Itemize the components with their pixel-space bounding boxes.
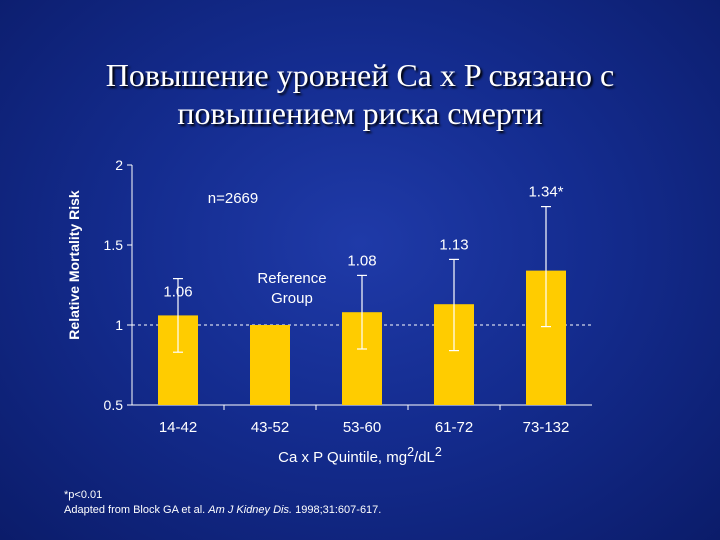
x-tick-label: 61-72 [435,419,473,436]
bar [250,325,290,405]
reference-group-label: Reference [257,270,326,287]
sample-size-label: n=2669 [208,190,258,207]
slide-title: Повышение уровней Ca x P связано с повыш… [40,56,680,132]
y-tick-label: 2 [115,157,123,173]
slide-title-line-1: Повышение уровней Ca x P связано с [105,57,615,93]
citation: Adapted from Block GA et al. Am J Kidney… [64,503,381,518]
x-tick-label: 73-132 [523,419,570,436]
y-tick-label: 1 [115,317,123,333]
data-label: 1.08 [347,252,376,269]
x-tick-label: 43-52 [251,419,289,436]
data-label: 1.34* [528,184,563,201]
significance-note: *p<0.01 [64,489,103,501]
x-axis-title: Ca x P Quintile, mg2/dL2 [278,445,442,466]
slide-title-line-2: повышением риска смерти [177,95,543,131]
data-label: 1.13 [439,236,468,253]
data-label: 1.06 [163,284,192,301]
citation-authors: Adapted from Block GA et al. [64,504,209,516]
footnote: *p<0.01 Adapted from Block GA et al. Am … [64,488,381,518]
y-tick-label: 1.5 [104,237,124,253]
x-tick-label: 14-42 [159,419,197,436]
reference-group-label: Group [271,290,313,307]
x-tick-label: 53-60 [343,419,381,436]
y-tick-label: 0.5 [104,397,124,413]
citation-journal: Am J Kidney Dis. [208,504,293,516]
citation-details: 1998;31:607-617. [292,504,382,516]
